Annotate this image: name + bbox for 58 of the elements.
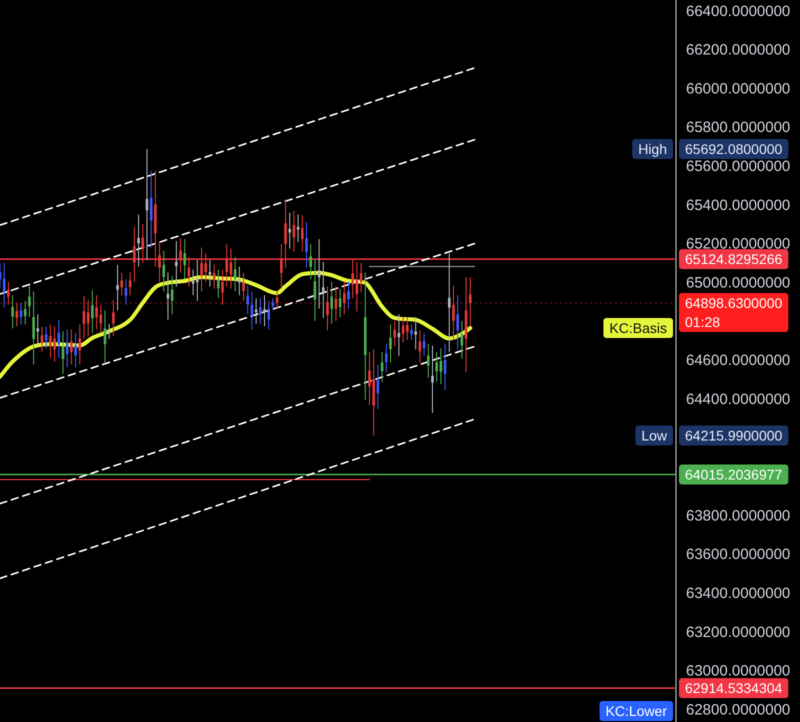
y-tick-label: 65800.0000000 — [686, 119, 790, 136]
y-tick-label: 63800.0000000 — [686, 507, 790, 524]
candlestick — [263, 295, 266, 326]
y-tick-label: 65600.0000000 — [686, 158, 790, 176]
candlestick — [414, 316, 417, 350]
text: KC:Basis — [609, 320, 668, 336]
candlestick — [175, 241, 178, 287]
candlestick — [82, 296, 86, 339]
text: 65692.0800000 — [685, 140, 783, 157]
y-tick-label: 63200.0000000 — [686, 624, 790, 641]
y-tick-label: 64400.0000000 — [686, 390, 790, 408]
ref-line-label: 62914.5334304 — [685, 680, 783, 696]
candlestick — [305, 222, 308, 268]
candlestick — [108, 324, 110, 339]
candlestick — [296, 214, 300, 242]
y-tick-label: 66400.0000000 — [686, 2, 790, 20]
candlestick — [398, 314, 400, 356]
candlestick — [242, 272, 245, 301]
candlestick — [62, 331, 64, 374]
annotation: Low — [641, 427, 668, 444]
y-tick-label: 63000.0000000 — [686, 662, 790, 680]
candlestick — [452, 286, 455, 340]
candlestick — [146, 149, 148, 260]
ref-line-label: 64015.2036977 — [685, 466, 783, 482]
candlestick — [326, 286, 329, 330]
candlestick — [196, 260, 199, 301]
y-tick-label: 65000.0000000 — [686, 274, 790, 292]
y-tick-label: 66000.0000000 — [686, 80, 790, 98]
candlestick — [410, 324, 413, 340]
annotation: KC:Lower — [606, 702, 668, 719]
annotation: High — [638, 140, 668, 157]
candlestick — [137, 214, 140, 267]
candlestick — [238, 266, 241, 296]
candlestick — [431, 345, 434, 413]
candlestick — [166, 272, 170, 320]
candlestick — [347, 282, 350, 309]
ref-line-label: 65124.8295266 — [685, 250, 783, 267]
y-tick-label: 64600.0000000 — [686, 352, 790, 370]
y-tick-label: 62800.0000000 — [686, 701, 790, 718]
candlestick — [124, 279, 128, 305]
candlestick — [200, 248, 203, 292]
ref-line-label: 64898.6300000 01:28 — [685, 294, 783, 330]
candlestick — [448, 253, 451, 352]
candlestick — [36, 314, 40, 346]
candlestick — [288, 212, 292, 249]
candlestick — [318, 239, 320, 309]
candlestick — [116, 264, 119, 310]
y-tick-label: 65200.0000000 — [686, 236, 790, 253]
text: 64215.9900000 — [685, 427, 783, 444]
candlestick — [208, 260, 212, 287]
candlestick — [284, 199, 287, 268]
candlestick — [104, 310, 106, 363]
candlestick — [254, 298, 258, 324]
y-tick-label: 63600.0000000 — [686, 546, 790, 564]
candlestick — [322, 262, 325, 318]
y-tick-label: 65400.0000000 — [686, 196, 790, 214]
y-tick-label: 66200.0000000 — [686, 42, 790, 59]
y-tick-label: 63400.0000000 — [686, 585, 790, 602]
